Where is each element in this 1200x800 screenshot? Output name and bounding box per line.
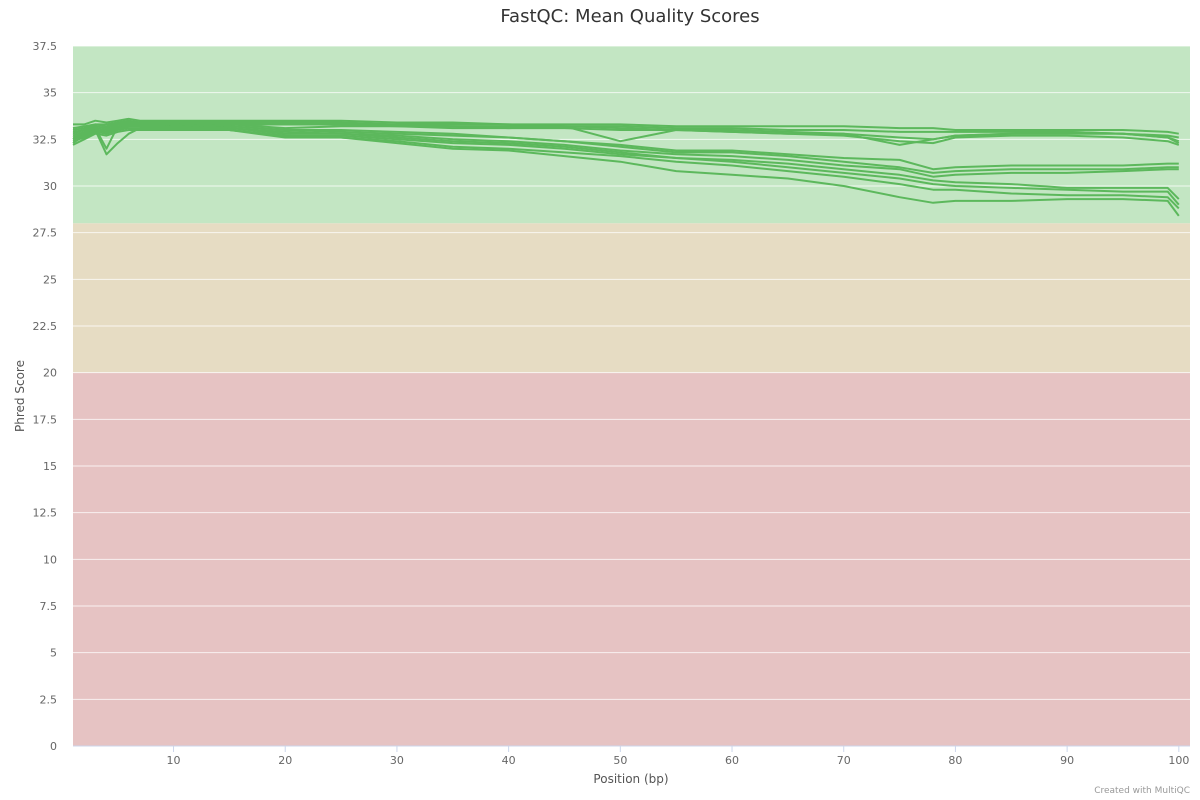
x-tick-label: 70 — [837, 754, 851, 767]
gridlines — [73, 45, 1190, 700]
y-tick-label: 35 — [43, 87, 57, 100]
series-line-9[interactable] — [72, 123, 1180, 200]
y-axis-label: Phred Score — [13, 360, 27, 432]
y-tick-label: 25 — [43, 273, 57, 286]
y-tick-label: 20 — [43, 367, 57, 380]
y-tick-label: 22.5 — [33, 320, 58, 333]
x-tick-label: 30 — [390, 754, 404, 767]
y-tick-label: 32.5 — [33, 133, 58, 146]
series-line-5[interactable] — [72, 119, 1180, 146]
x-tick-label: 50 — [613, 754, 627, 767]
y-tick-label: 17.5 — [33, 413, 58, 426]
series-line-12[interactable] — [72, 125, 1180, 217]
y-tick-label: 15 — [43, 460, 57, 473]
y-axis-ticks: 0 2.5 5 7.5 10 12.5 15 17.5 20 22.5 25 27.5 30 32.5 35… — [33, 40, 58, 753]
series-line-10[interactable] — [72, 127, 1180, 206]
quality-band-1 — [73, 223, 1190, 373]
y-tick-label: 7.5 — [40, 600, 58, 613]
credit-text: Created with MultiQC — [1094, 786, 1190, 796]
x-tick-label: 100 — [1168, 754, 1189, 767]
series-line-7[interactable] — [72, 121, 1179, 174]
series-line-11[interactable] — [72, 129, 1180, 210]
x-tick-label: 60 — [725, 754, 739, 767]
x-tick-label: 80 — [948, 754, 962, 767]
x-tick-label: 90 — [1060, 754, 1074, 767]
series-lines — [72, 117, 1180, 217]
x-tick-label: 40 — [502, 754, 516, 767]
y-tick-label: 5 — [50, 647, 57, 660]
x-axis-label: Position (bp) — [593, 772, 668, 786]
chart-title: FastQC: Mean Quality Scores — [500, 6, 760, 27]
y-tick-label: 10 — [43, 553, 57, 566]
y-tick-label: 0 — [50, 740, 57, 753]
y-tick-label: 37.5 — [33, 40, 58, 53]
y-tick-label: 27.5 — [33, 227, 58, 240]
x-tick-label: 10 — [167, 754, 181, 767]
y-tick-label: 2.5 — [40, 693, 58, 706]
y-tick-label: 12.5 — [33, 507, 58, 520]
x-axis-ticks: 10 20 30 40 50 60 70 80 90 100 — [167, 746, 1189, 767]
x-tick-label: 20 — [278, 754, 292, 767]
y-tick-label: 30 — [43, 180, 57, 193]
